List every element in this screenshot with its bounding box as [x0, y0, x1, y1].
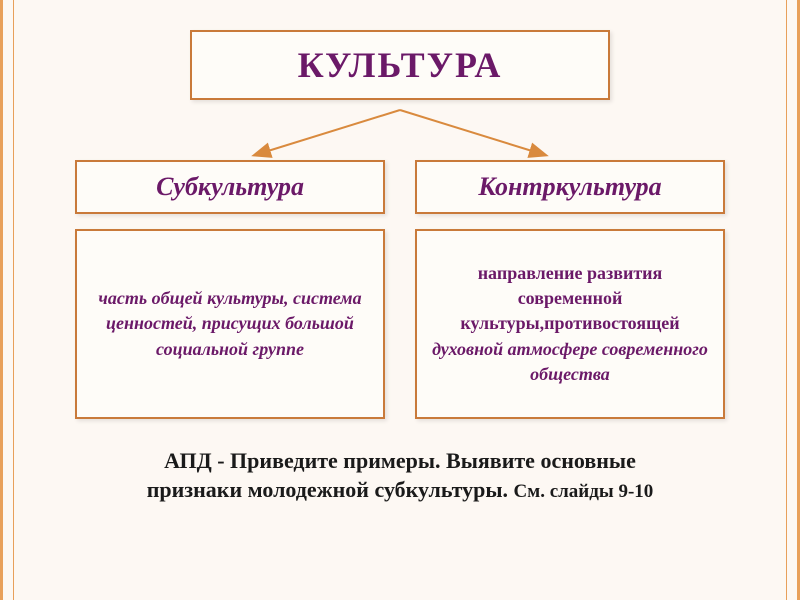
left-branch: Субкультура часть общей культуры, систем…	[75, 160, 385, 419]
arrow-right	[400, 110, 545, 155]
main-title-box: КУЛЬТУРА	[190, 30, 610, 100]
footer-line1: АПД - Приведите примеры. Выявите основны…	[164, 448, 636, 473]
branches-row: Субкультура часть общей культуры, систем…	[43, 160, 757, 419]
left-desc-text: часть общей культуры, система ценностей,…	[98, 288, 361, 358]
arrow-container	[43, 105, 757, 165]
arrow-left	[255, 110, 400, 155]
right-branch-title: Контркультура	[415, 160, 725, 214]
main-title: КУЛЬТУРА	[212, 44, 588, 86]
right-desc-bold: духовной атмосфере современного общества	[432, 339, 708, 384]
right-branch: Контркультура направление развития совре…	[415, 160, 725, 419]
right-desc-line1: направление развития современной	[478, 263, 663, 308]
footer-line2b: См. слайды 9-10	[514, 481, 654, 502]
footer-text: АПД - Приведите примеры. Выявите основны…	[43, 447, 757, 504]
footer-line2a: признаки молодежной субкультуры.	[147, 477, 514, 502]
branching-arrows-svg	[200, 105, 600, 165]
left-branch-title: Субкультура	[75, 160, 385, 214]
right-branch-desc: направление развития современной культур…	[415, 229, 725, 419]
right-desc-line2: культуры,противостоящей	[460, 313, 679, 333]
left-branch-desc: часть общей культуры, система ценностей,…	[75, 229, 385, 419]
